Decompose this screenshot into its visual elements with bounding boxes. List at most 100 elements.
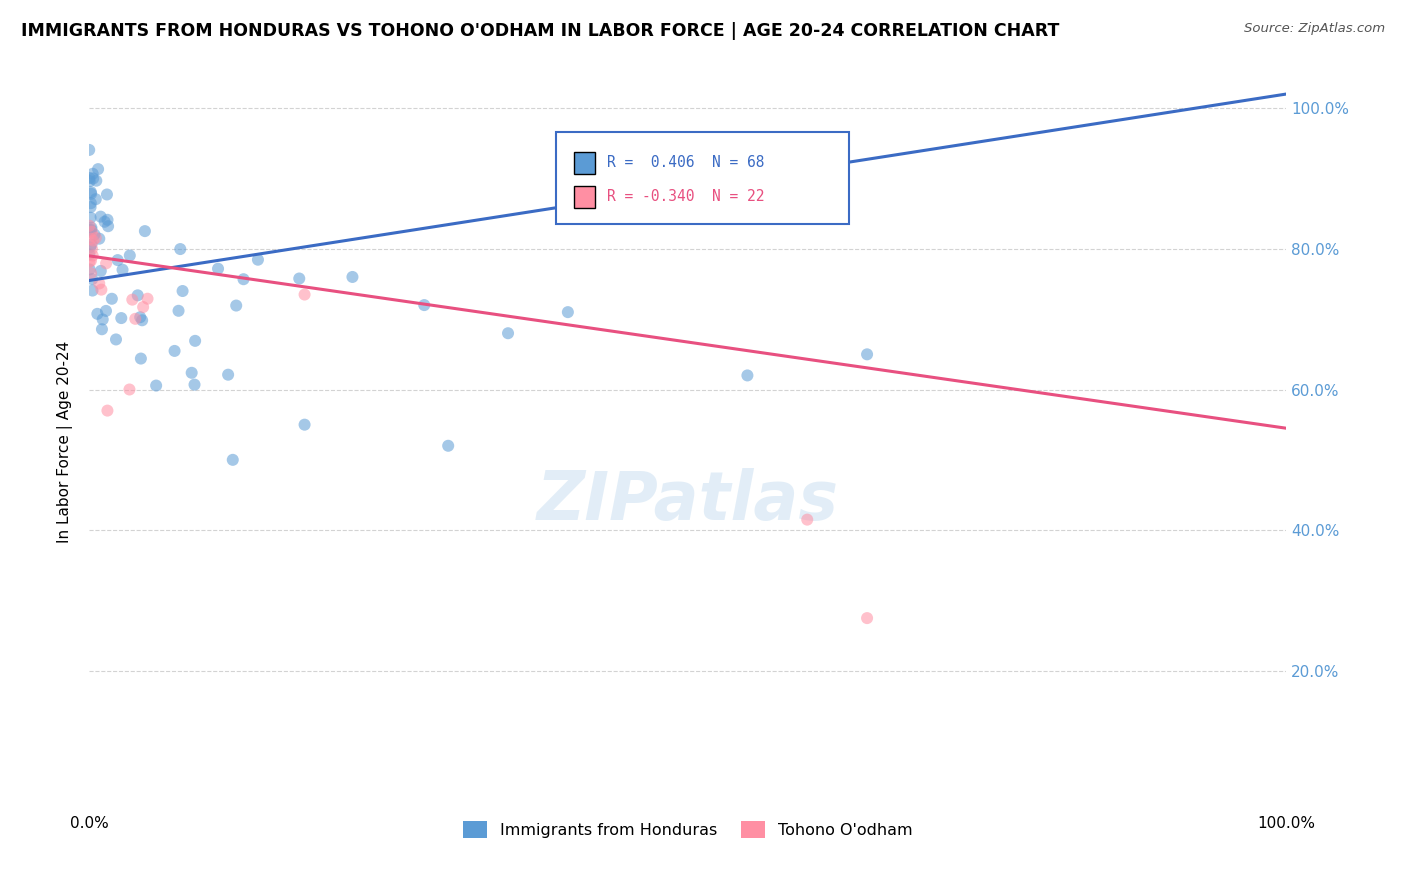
Point: [82, 248, 104, 262]
Point: [79, 240, 101, 254]
Point: [80, 242, 103, 256]
Point: [167, 303, 190, 318]
Point: [82, 234, 104, 248]
Point: [79, 262, 101, 277]
Point: [129, 351, 152, 366]
Point: [129, 310, 152, 325]
Point: [737, 368, 759, 383]
Point: [84, 174, 107, 188]
Point: [413, 298, 436, 312]
Point: [79, 174, 101, 188]
Point: [131, 313, 153, 327]
Point: [222, 453, 245, 467]
Point: [437, 439, 460, 453]
Y-axis label: In Labor Force | Age 20-24: In Labor Force | Age 20-24: [58, 341, 73, 543]
Point: [91, 312, 114, 326]
Point: [105, 333, 128, 347]
Point: [79, 223, 101, 237]
Point: [80, 223, 103, 237]
Point: [183, 377, 205, 392]
Point: [111, 262, 134, 277]
Text: IMMIGRANTS FROM HONDURAS VS TOHONO O'ODHAM IN LABOR FORCE | AGE 20-24 CORRELATIO: IMMIGRANTS FROM HONDURAS VS TOHONO O'ODH…: [21, 22, 1060, 40]
Point: [136, 292, 159, 306]
Point: [96, 187, 118, 202]
Point: [90, 264, 112, 278]
Point: [207, 261, 229, 276]
Point: [82, 171, 104, 186]
Point: [121, 293, 143, 307]
Point: [110, 311, 132, 326]
Point: [80, 196, 103, 211]
FancyBboxPatch shape: [574, 152, 595, 174]
Text: ZIPatlas: ZIPatlas: [537, 468, 838, 534]
Point: [80, 266, 103, 280]
Point: [96, 212, 118, 227]
Point: [80, 237, 103, 252]
Legend: Immigrants from Honduras, Tohono O'odham: Immigrants from Honduras, Tohono O'odham: [457, 814, 918, 844]
Point: [246, 252, 269, 267]
Point: [294, 287, 316, 301]
Point: [132, 300, 155, 314]
Point: [856, 347, 879, 361]
Point: [90, 210, 112, 224]
Point: [294, 417, 316, 432]
Text: R =  0.406  N = 68: R = 0.406 N = 68: [607, 155, 765, 170]
Point: [80, 220, 103, 235]
Point: [184, 334, 207, 348]
Point: [232, 272, 254, 286]
Point: [84, 231, 107, 245]
Point: [225, 299, 247, 313]
Point: [118, 383, 141, 397]
Point: [217, 368, 239, 382]
FancyBboxPatch shape: [555, 132, 849, 225]
Point: [79, 200, 101, 214]
Point: [80, 225, 103, 239]
Point: [180, 366, 202, 380]
Point: [79, 219, 101, 233]
Point: [107, 253, 129, 268]
Point: [93, 215, 115, 229]
Point: [80, 186, 103, 201]
Text: R = -0.340  N = 22: R = -0.340 N = 22: [607, 189, 765, 204]
Point: [856, 611, 879, 625]
Point: [101, 292, 124, 306]
Point: [90, 322, 112, 336]
Point: [97, 219, 120, 234]
Point: [82, 167, 104, 181]
Point: [79, 247, 101, 261]
Point: [89, 232, 111, 246]
Point: [796, 513, 818, 527]
Point: [127, 288, 149, 302]
Point: [77, 143, 100, 157]
FancyBboxPatch shape: [574, 186, 595, 208]
Point: [80, 232, 103, 246]
Point: [80, 253, 103, 268]
Point: [84, 192, 107, 206]
Point: [124, 311, 146, 326]
Point: [94, 304, 117, 318]
Point: [82, 272, 104, 286]
Text: Source: ZipAtlas.com: Source: ZipAtlas.com: [1244, 22, 1385, 36]
Point: [89, 277, 111, 291]
Point: [163, 343, 186, 358]
Point: [87, 162, 110, 177]
Point: [172, 284, 194, 298]
Point: [496, 326, 519, 341]
Point: [342, 269, 364, 284]
Point: [557, 305, 579, 319]
Point: [169, 242, 191, 256]
Point: [96, 403, 118, 417]
Point: [79, 255, 101, 269]
Point: [134, 224, 156, 238]
Point: [145, 378, 167, 392]
Point: [82, 284, 104, 298]
Point: [118, 248, 141, 262]
Point: [80, 185, 103, 199]
Point: [79, 171, 101, 186]
Point: [94, 256, 117, 270]
Point: [86, 307, 108, 321]
Point: [288, 271, 311, 285]
Point: [83, 227, 105, 242]
Point: [79, 211, 101, 225]
Point: [90, 283, 112, 297]
